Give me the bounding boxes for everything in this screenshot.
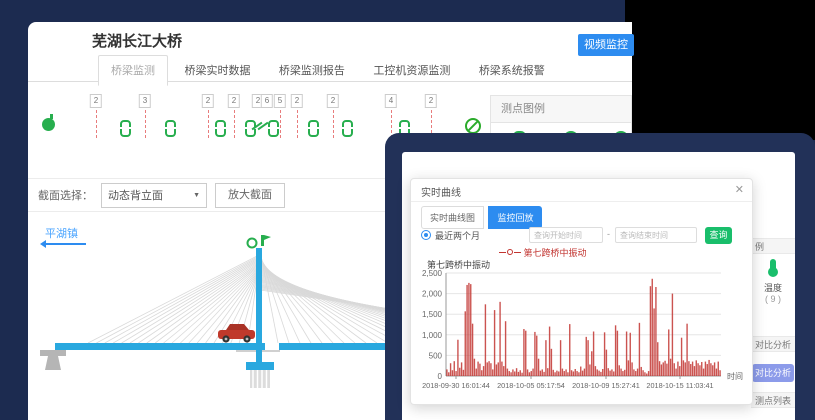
legend-marker — [499, 252, 506, 253]
modal-title: 实时曲线 — [421, 188, 461, 199]
section-select-dropdown[interactable]: 动态背立面 ▼ — [101, 182, 207, 208]
svg-text:1,500: 1,500 — [422, 310, 443, 319]
legend-series-label: 第七跨桥中振动 — [523, 248, 587, 258]
video-monitor-button[interactable]: 视频监控 — [578, 34, 634, 56]
tab-realtime-data[interactable]: 桥梁实时数据 — [184, 65, 251, 77]
svg-text:2018-10-15 11:03:41: 2018-10-15 11:03:41 — [646, 381, 713, 390]
query-button[interactable]: 查询 — [705, 227, 732, 244]
tab-realtime-curve[interactable]: 实时曲线图 — [421, 206, 485, 229]
svg-text:1,000: 1,000 — [422, 331, 443, 340]
svg-text:0: 0 — [438, 372, 443, 381]
direction-label: 平湖镇 — [45, 228, 78, 240]
section-toolbar: 截面选择： 动态背立面 ▼ 放大截面 — [28, 178, 632, 212]
sensor-count-badge: 3 — [138, 94, 152, 108]
date-range-separator: - — [607, 229, 610, 239]
chart-legend[interactable]: 第七跨桥中振动 — [499, 246, 587, 259]
link-sensor-icon — [214, 120, 227, 137]
close-icon[interactable]: ✕ — [734, 184, 744, 196]
page-title: 芜湖长江大桥 — [92, 33, 183, 50]
section-select-label: 截面选择： — [38, 190, 93, 202]
sensor-dash-line — [234, 110, 235, 138]
sensor-dash-line — [391, 110, 392, 138]
sensor-count-badge: 4 — [384, 94, 398, 108]
sensor-dash-line — [96, 110, 97, 138]
enlarge-section-button[interactable]: 放大截面 — [215, 182, 285, 208]
vibration-chart: 0 500 1,000 1,500 2,000 2,500 2018-09-30 16:01… — [422, 269, 743, 390]
point-list-header: 测点列表 — [751, 392, 795, 408]
recent-two-months-radio[interactable] — [421, 230, 431, 240]
svg-text:时间: 时间 — [727, 371, 743, 381]
svg-text:500: 500 — [429, 351, 443, 360]
tab-bridge-monitoring[interactable]: 桥梁监测 — [98, 55, 168, 86]
sensor-dash-line — [208, 110, 209, 138]
sensor-count-badge: 2 — [424, 94, 438, 108]
thermometer-icon — [768, 259, 778, 277]
popup-window-frame: 例 温度 ( 9 ) 对比分析 对比分析 测点列表 实时曲线 ✕ 实时曲线图 监… — [385, 133, 815, 420]
modal-header: 实时曲线 ✕ — [411, 179, 752, 202]
sensor-dash-line — [333, 110, 334, 138]
svg-text:2,500: 2,500 — [422, 269, 443, 278]
tab-monitor-playback[interactable]: 监控回放 — [488, 206, 543, 229]
legend-marker — [514, 252, 521, 253]
recent-two-months-label: 最近两个月 — [435, 231, 481, 241]
sensor-count-badge: 6 — [260, 94, 274, 108]
desktop-black-region — [625, 0, 815, 140]
tab-bar: 桥梁监测 桥梁实时数据 桥梁监测报告 工控机资源监测 桥梁系统报警 — [28, 55, 632, 86]
tab-system-alarm[interactable]: 桥梁系统报警 — [478, 65, 545, 77]
svg-text:2018-10-09 15:27:41: 2018-10-09 15:27:41 — [572, 381, 640, 390]
blocked-sensor-icon — [465, 118, 481, 134]
modal-tab-bar: 实时曲线图 监控回放 — [421, 206, 543, 229]
sensor-count-badge: 2 — [89, 94, 103, 108]
svg-text:2,000: 2,000 — [422, 290, 443, 299]
svg-text:2018-10-05 05:17:54: 2018-10-05 05:17:54 — [497, 381, 565, 390]
query-controls: 最近两个月 - 查询 — [411, 227, 752, 245]
svg-text:2018-09-30 16:01:44: 2018-09-30 16:01:44 — [422, 381, 490, 390]
temperature-label: 温度 — [763, 283, 782, 293]
direction-arrow-icon — [40, 240, 86, 248]
sensor-count-badge: 2 — [227, 94, 241, 108]
sensor-dash-line — [297, 110, 298, 138]
sensor-count-badge: 2 — [201, 94, 215, 108]
legend-marker-dot — [507, 249, 513, 255]
link-sensor-icon — [307, 120, 320, 137]
sensor-dash-line — [145, 110, 146, 138]
link-sensor-icon — [341, 120, 354, 137]
link-sensor-icon — [119, 120, 132, 137]
link-sensor-icon — [267, 120, 280, 137]
chevron-down-icon: ▼ — [193, 191, 200, 199]
compare-analysis-button[interactable]: 对比分析 — [752, 364, 794, 382]
sensor-dash-line — [431, 110, 432, 138]
query-end-time-input[interactable] — [615, 227, 697, 243]
sensor-count-badge: 2 — [290, 94, 304, 108]
sensor-count-badge: 5 — [273, 94, 287, 108]
link-sensor-icon — [164, 120, 177, 137]
tab-monitoring-report[interactable]: 桥梁监测报告 — [278, 65, 345, 77]
anemometer-icon — [42, 114, 55, 131]
temperature-group: 温度 ( 9 ) — [751, 256, 795, 304]
chart-title: 第七跨桥中振动 — [427, 260, 491, 270]
sensor-dash-line — [280, 110, 281, 138]
section-select-value: 动态背立面 — [108, 190, 163, 202]
tab-ipc-resource[interactable]: 工控机资源监测 — [373, 65, 451, 77]
sensor-count-badge: 2 — [326, 94, 340, 108]
query-start-time-input[interactable] — [529, 227, 603, 243]
compare-section-header: 对比分析 — [751, 336, 795, 352]
realtime-curve-modal: 实时曲线 ✕ 实时曲线图 监控回放 最近两个月 - 查询 第七跨桥中振动 第七跨… — [410, 178, 753, 405]
popup-page: 例 温度 ( 9 ) 对比分析 对比分析 测点列表 实时曲线 ✕ 实时曲线图 监… — [402, 152, 795, 420]
legend-panel-title: 测点图例 — [491, 96, 631, 123]
temperature-count: ( 9 ) — [764, 294, 781, 304]
legend-panel-tail: 例 — [751, 238, 795, 254]
